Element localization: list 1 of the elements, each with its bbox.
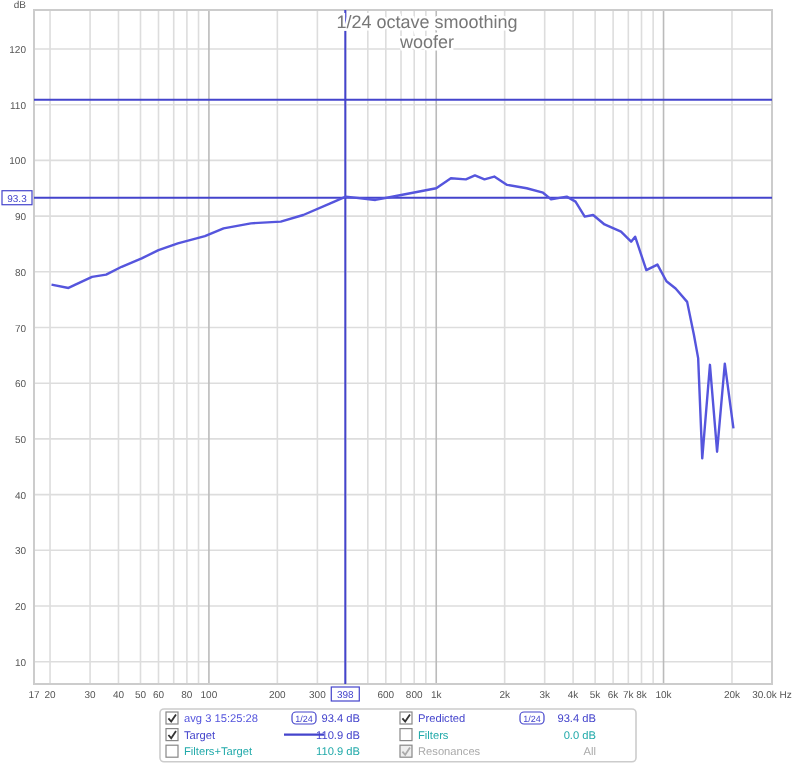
text: woofer	[397, 32, 455, 52]
